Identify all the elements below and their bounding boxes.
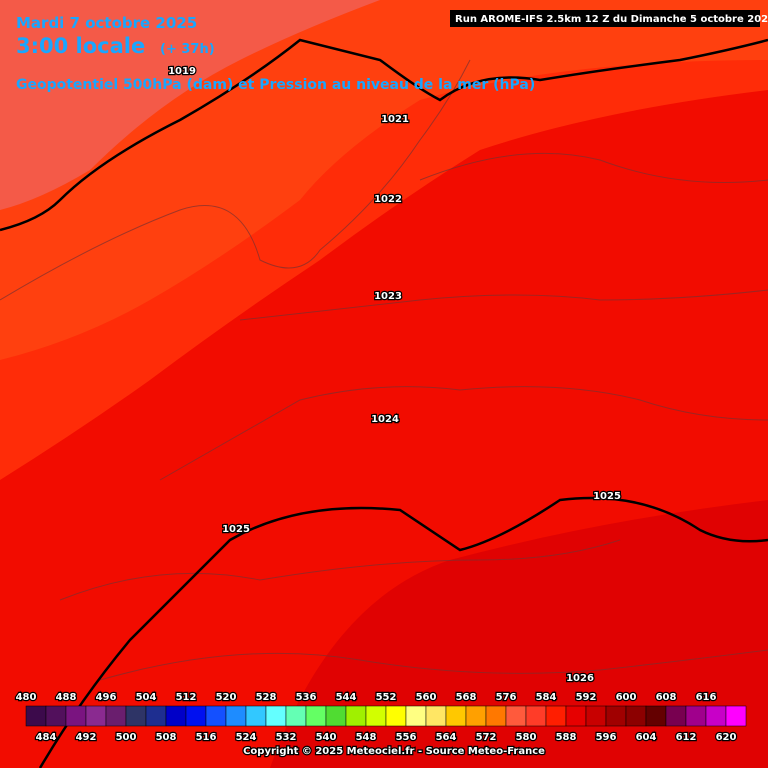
run-info: Run AROME-IFS 2.5km 12 Z du Dimanche 5 o… [455,14,768,25]
scale-swatch [85,705,107,727]
scale-label: 576 [496,692,517,703]
scale-swatch [565,705,587,727]
scale-swatch [145,705,167,727]
scale-swatch [245,705,267,727]
scale-swatch [285,705,307,727]
scale-label: 504 [136,692,157,703]
scale-label: 580 [516,732,537,743]
scale-swatch [405,705,427,727]
scale-swatch [185,705,207,727]
copyright: Copyright © 2025 Meteociel.fr - Source M… [243,746,545,757]
scale-label: 604 [636,732,657,743]
scale-swatch [445,705,467,727]
scale-label: 536 [296,692,317,703]
scale-swatch [505,705,527,727]
isobar-label: 1022 [374,194,402,205]
isobar-label: 1025 [222,524,250,535]
scale-swatch [325,705,347,727]
scale-label: 496 [96,692,117,703]
scale-label: 484 [36,732,57,743]
scale-swatch [525,705,547,727]
scale-label: 560 [416,692,437,703]
date: Mardi 7 octobre 2025 [16,14,197,32]
scale-label: 556 [396,732,417,743]
scale-swatch [465,705,487,727]
scale-label: 488 [56,692,77,703]
scale-label: 524 [236,732,257,743]
scale-label: 512 [176,692,197,703]
scale-label: 564 [436,732,457,743]
scale-swatch [485,705,507,727]
scale-swatch [45,705,67,727]
scale-label: 608 [656,692,677,703]
scale-label: 596 [596,732,617,743]
scale-swatch [585,705,607,727]
scale-label: 568 [456,692,477,703]
time: 3:00 locale [16,34,145,58]
scale-label: 516 [196,732,217,743]
scale-swatch [725,705,747,727]
isobar-label: 1024 [371,414,399,425]
scale-swatch [25,705,47,727]
scale-label: 500 [116,732,137,743]
scale-swatch [345,705,367,727]
scale-label: 532 [276,732,297,743]
map-title: Geopotentiel 500hPa (dam) et Pression au… [16,77,535,93]
scale-swatch [265,705,287,727]
scale-swatch [425,705,447,727]
scale-swatch [685,705,707,727]
scale-label: 480 [16,692,37,703]
scale-swatch [125,705,147,727]
scale-label: 584 [536,692,557,703]
run-banner [450,10,760,27]
isobar-label: 1019 [168,66,196,77]
scale-swatch [625,705,647,727]
scale-label: 592 [576,692,597,703]
scale-label: 492 [76,732,97,743]
scale-label: 620 [716,732,737,743]
scale-label: 572 [476,732,497,743]
scale-swatch [705,705,727,727]
scale-label: 600 [616,692,637,703]
lead-time: (+ 37h) [160,42,215,57]
scale-label: 528 [256,692,277,703]
scale-swatch [645,705,667,727]
scale-swatch [225,705,247,727]
scale-label: 552 [376,692,397,703]
scale-swatch [105,705,127,727]
scale-swatch [365,705,387,727]
scale-label: 616 [696,692,717,703]
scale-label: 612 [676,732,697,743]
isobar-label: 1026 [566,673,594,684]
scale-swatch [605,705,627,727]
isobar-label: 1021 [381,114,409,125]
isobar-label: 1025 [593,491,621,502]
scale-swatch [385,705,407,727]
scale-label: 520 [216,692,237,703]
scale-swatch [665,705,687,727]
isobar-label: 1023 [374,291,402,302]
scale-swatch [545,705,567,727]
isobars [0,38,768,768]
color-scale: 480 488 496 504 512 520 528 536 544 552 560 568 576 5… [14,691,747,744]
scale-label: 508 [156,732,177,743]
borders [0,59,768,681]
scale-swatch [165,705,187,727]
scale-swatch [65,705,87,727]
scale-swatch [205,705,227,727]
scale-label: 588 [556,732,577,743]
scale-label: 540 [316,732,337,743]
scale-swatch [305,705,327,727]
scale-label: 544 [336,692,357,703]
scale-label: 548 [356,732,377,743]
